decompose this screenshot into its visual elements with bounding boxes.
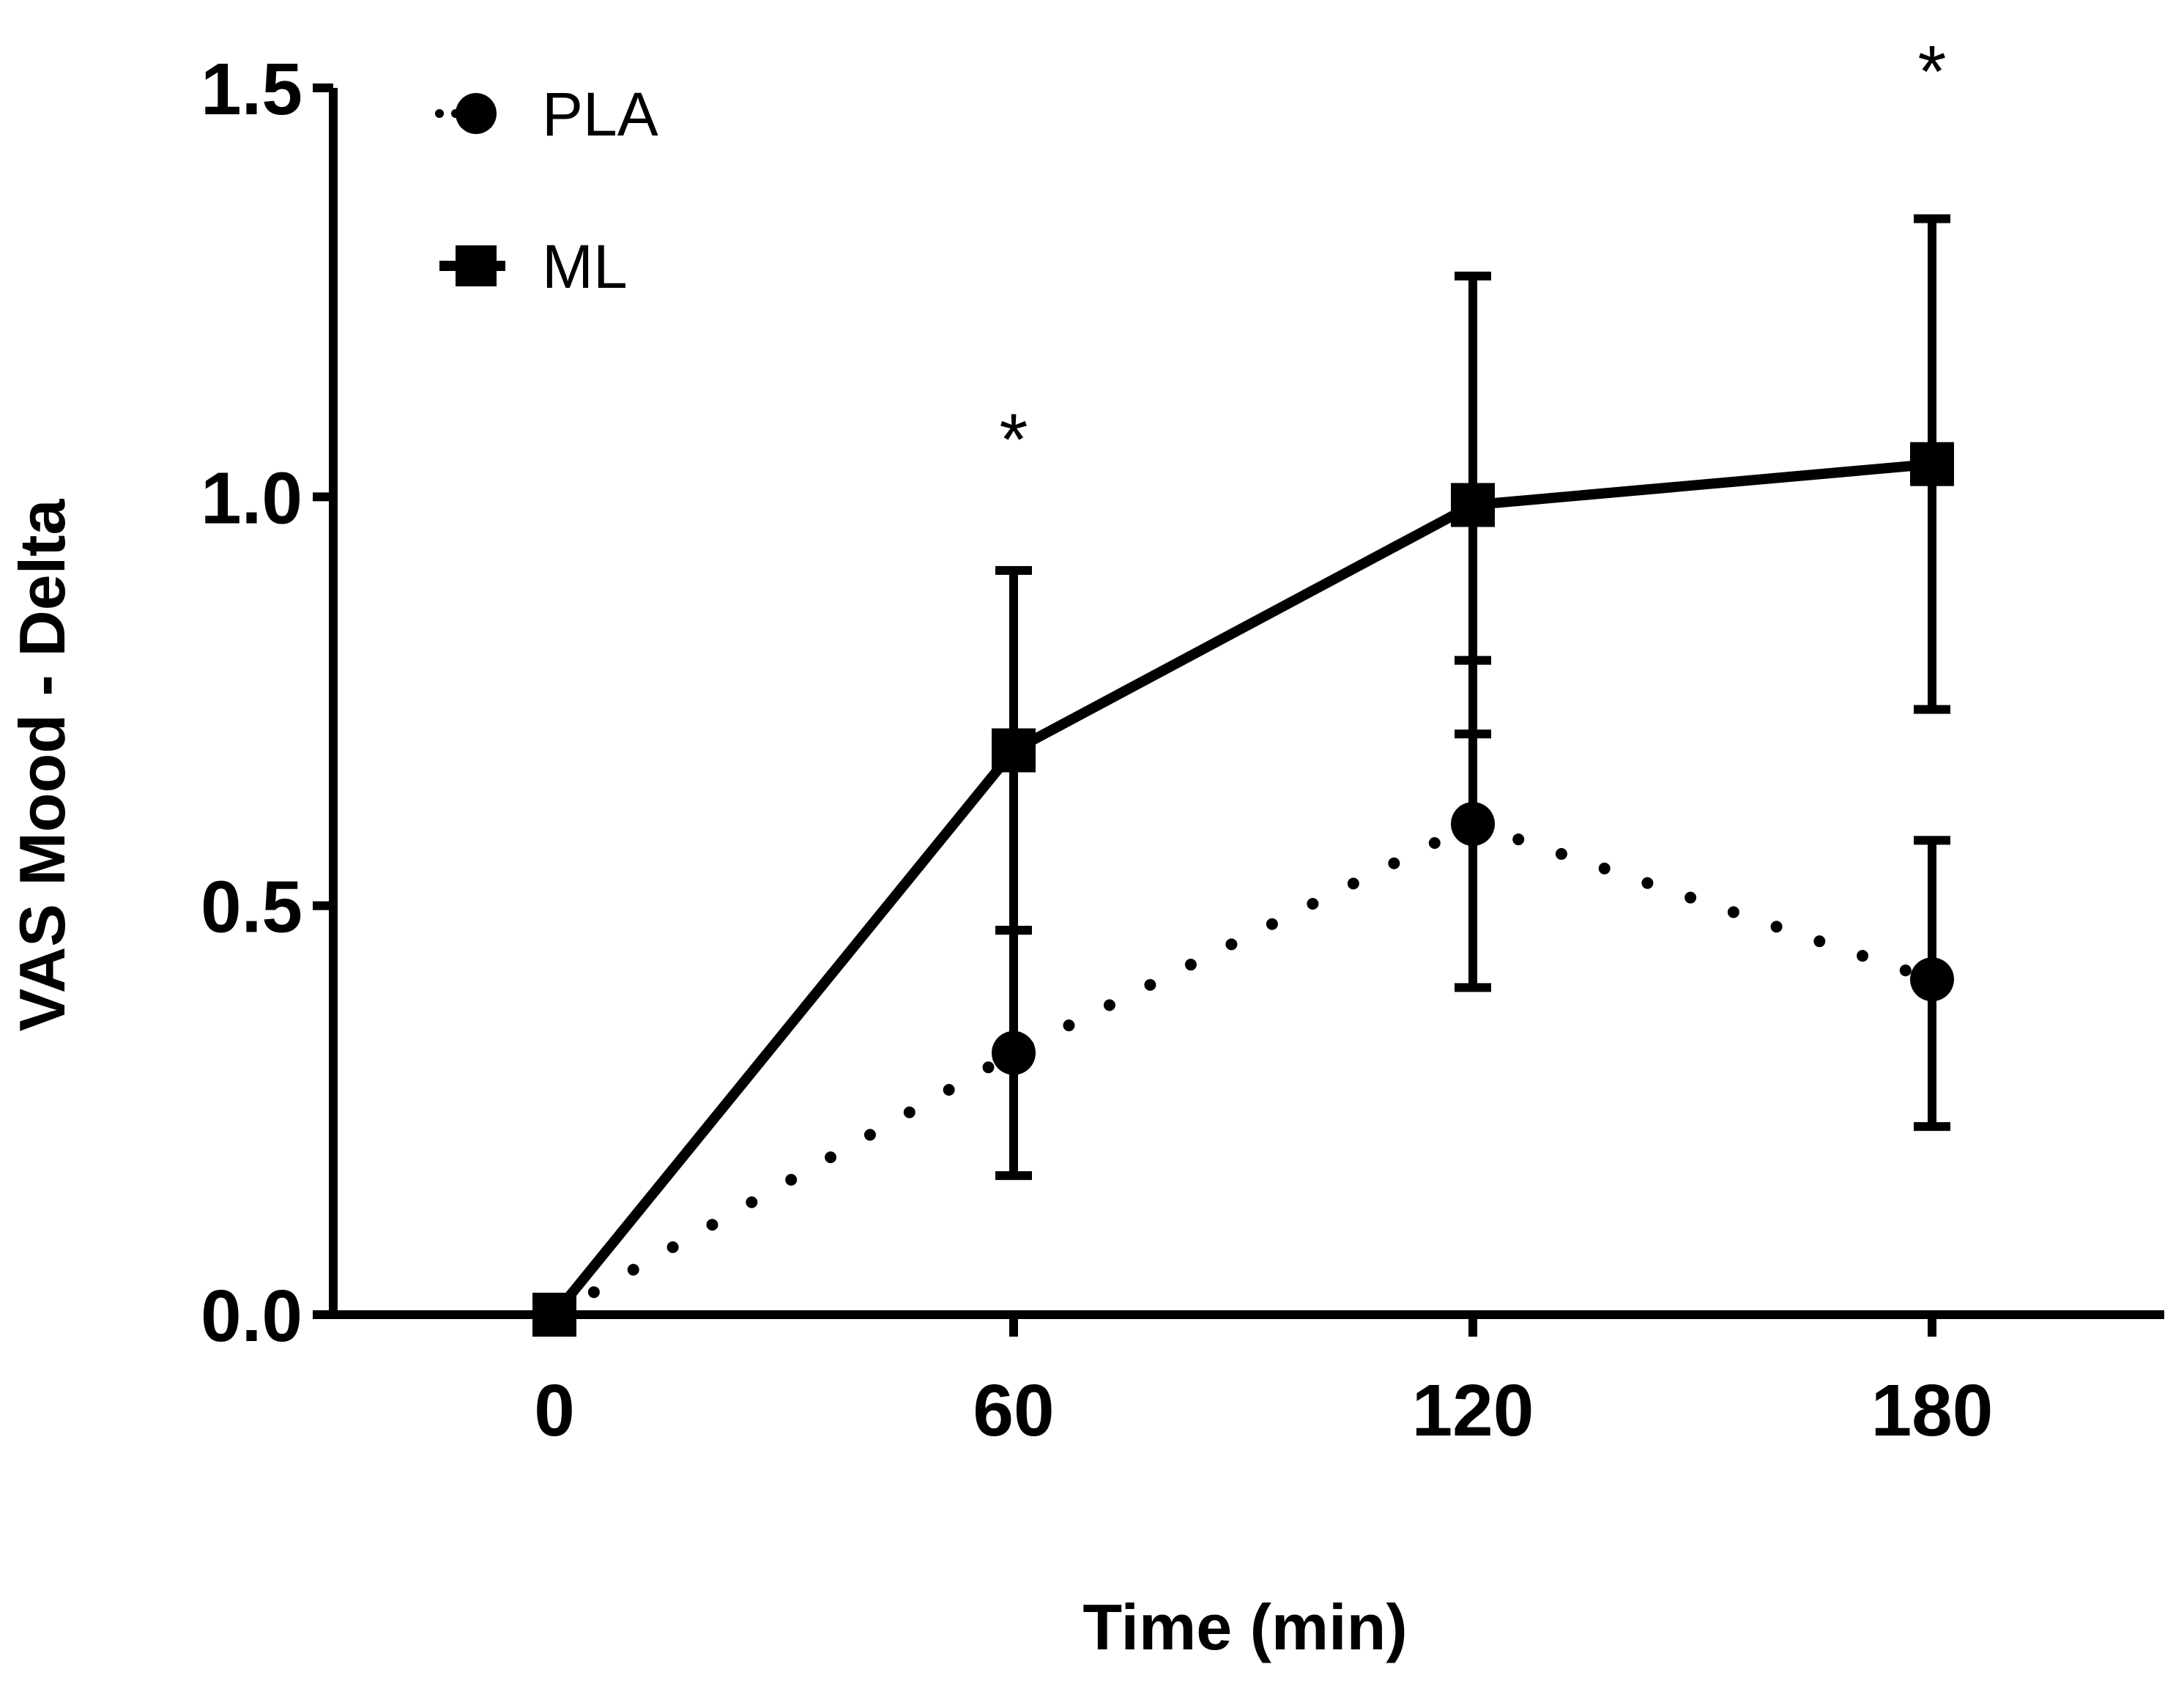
legend-label: ML — [542, 232, 628, 301]
series-ml — [532, 214, 1954, 1337]
x-tick-label: 0 — [534, 1370, 575, 1452]
x-axis-title: Time (min) — [1082, 1591, 1407, 1663]
labels: 0.0 0.5 1.0 1.5 0 60 120 180 * * PLA ML — [201, 31, 1993, 1452]
y-tick-label: 1.0 — [201, 457, 302, 539]
legend-label: PLA — [542, 80, 658, 149]
y-tick-label: 0.5 — [201, 866, 302, 948]
series-pla — [532, 656, 1954, 1337]
series-line-ml — [550, 458, 1933, 1318]
data-point — [992, 728, 1036, 773]
x-tick-label: 60 — [973, 1370, 1054, 1452]
legend-item-pla: PLA — [435, 80, 658, 149]
x-tick-label: 120 — [1412, 1370, 1534, 1452]
data-point — [532, 1293, 576, 1337]
y-tick-label: 0.0 — [201, 1275, 302, 1357]
legend: PLA ML — [435, 80, 658, 301]
series-group — [532, 214, 1954, 1337]
y-axis-title: VAS Mood - Delta — [6, 499, 78, 1032]
significance-marker: * — [1918, 31, 1947, 113]
data-point — [1910, 957, 1954, 1002]
legend-item-ml: ML — [439, 232, 628, 301]
axes — [313, 83, 2164, 1337]
legend-marker — [456, 93, 497, 134]
x-tick-label: 180 — [1871, 1370, 1994, 1452]
significance-marker: * — [1000, 399, 1028, 481]
data-point — [1451, 802, 1495, 846]
series-line-pla — [549, 817, 1938, 1321]
legend-marker — [456, 245, 497, 286]
data-point — [992, 1030, 1036, 1075]
y-tick-label: 1.5 — [201, 48, 302, 130]
data-point — [1451, 483, 1495, 527]
data-point — [1910, 442, 1954, 486]
